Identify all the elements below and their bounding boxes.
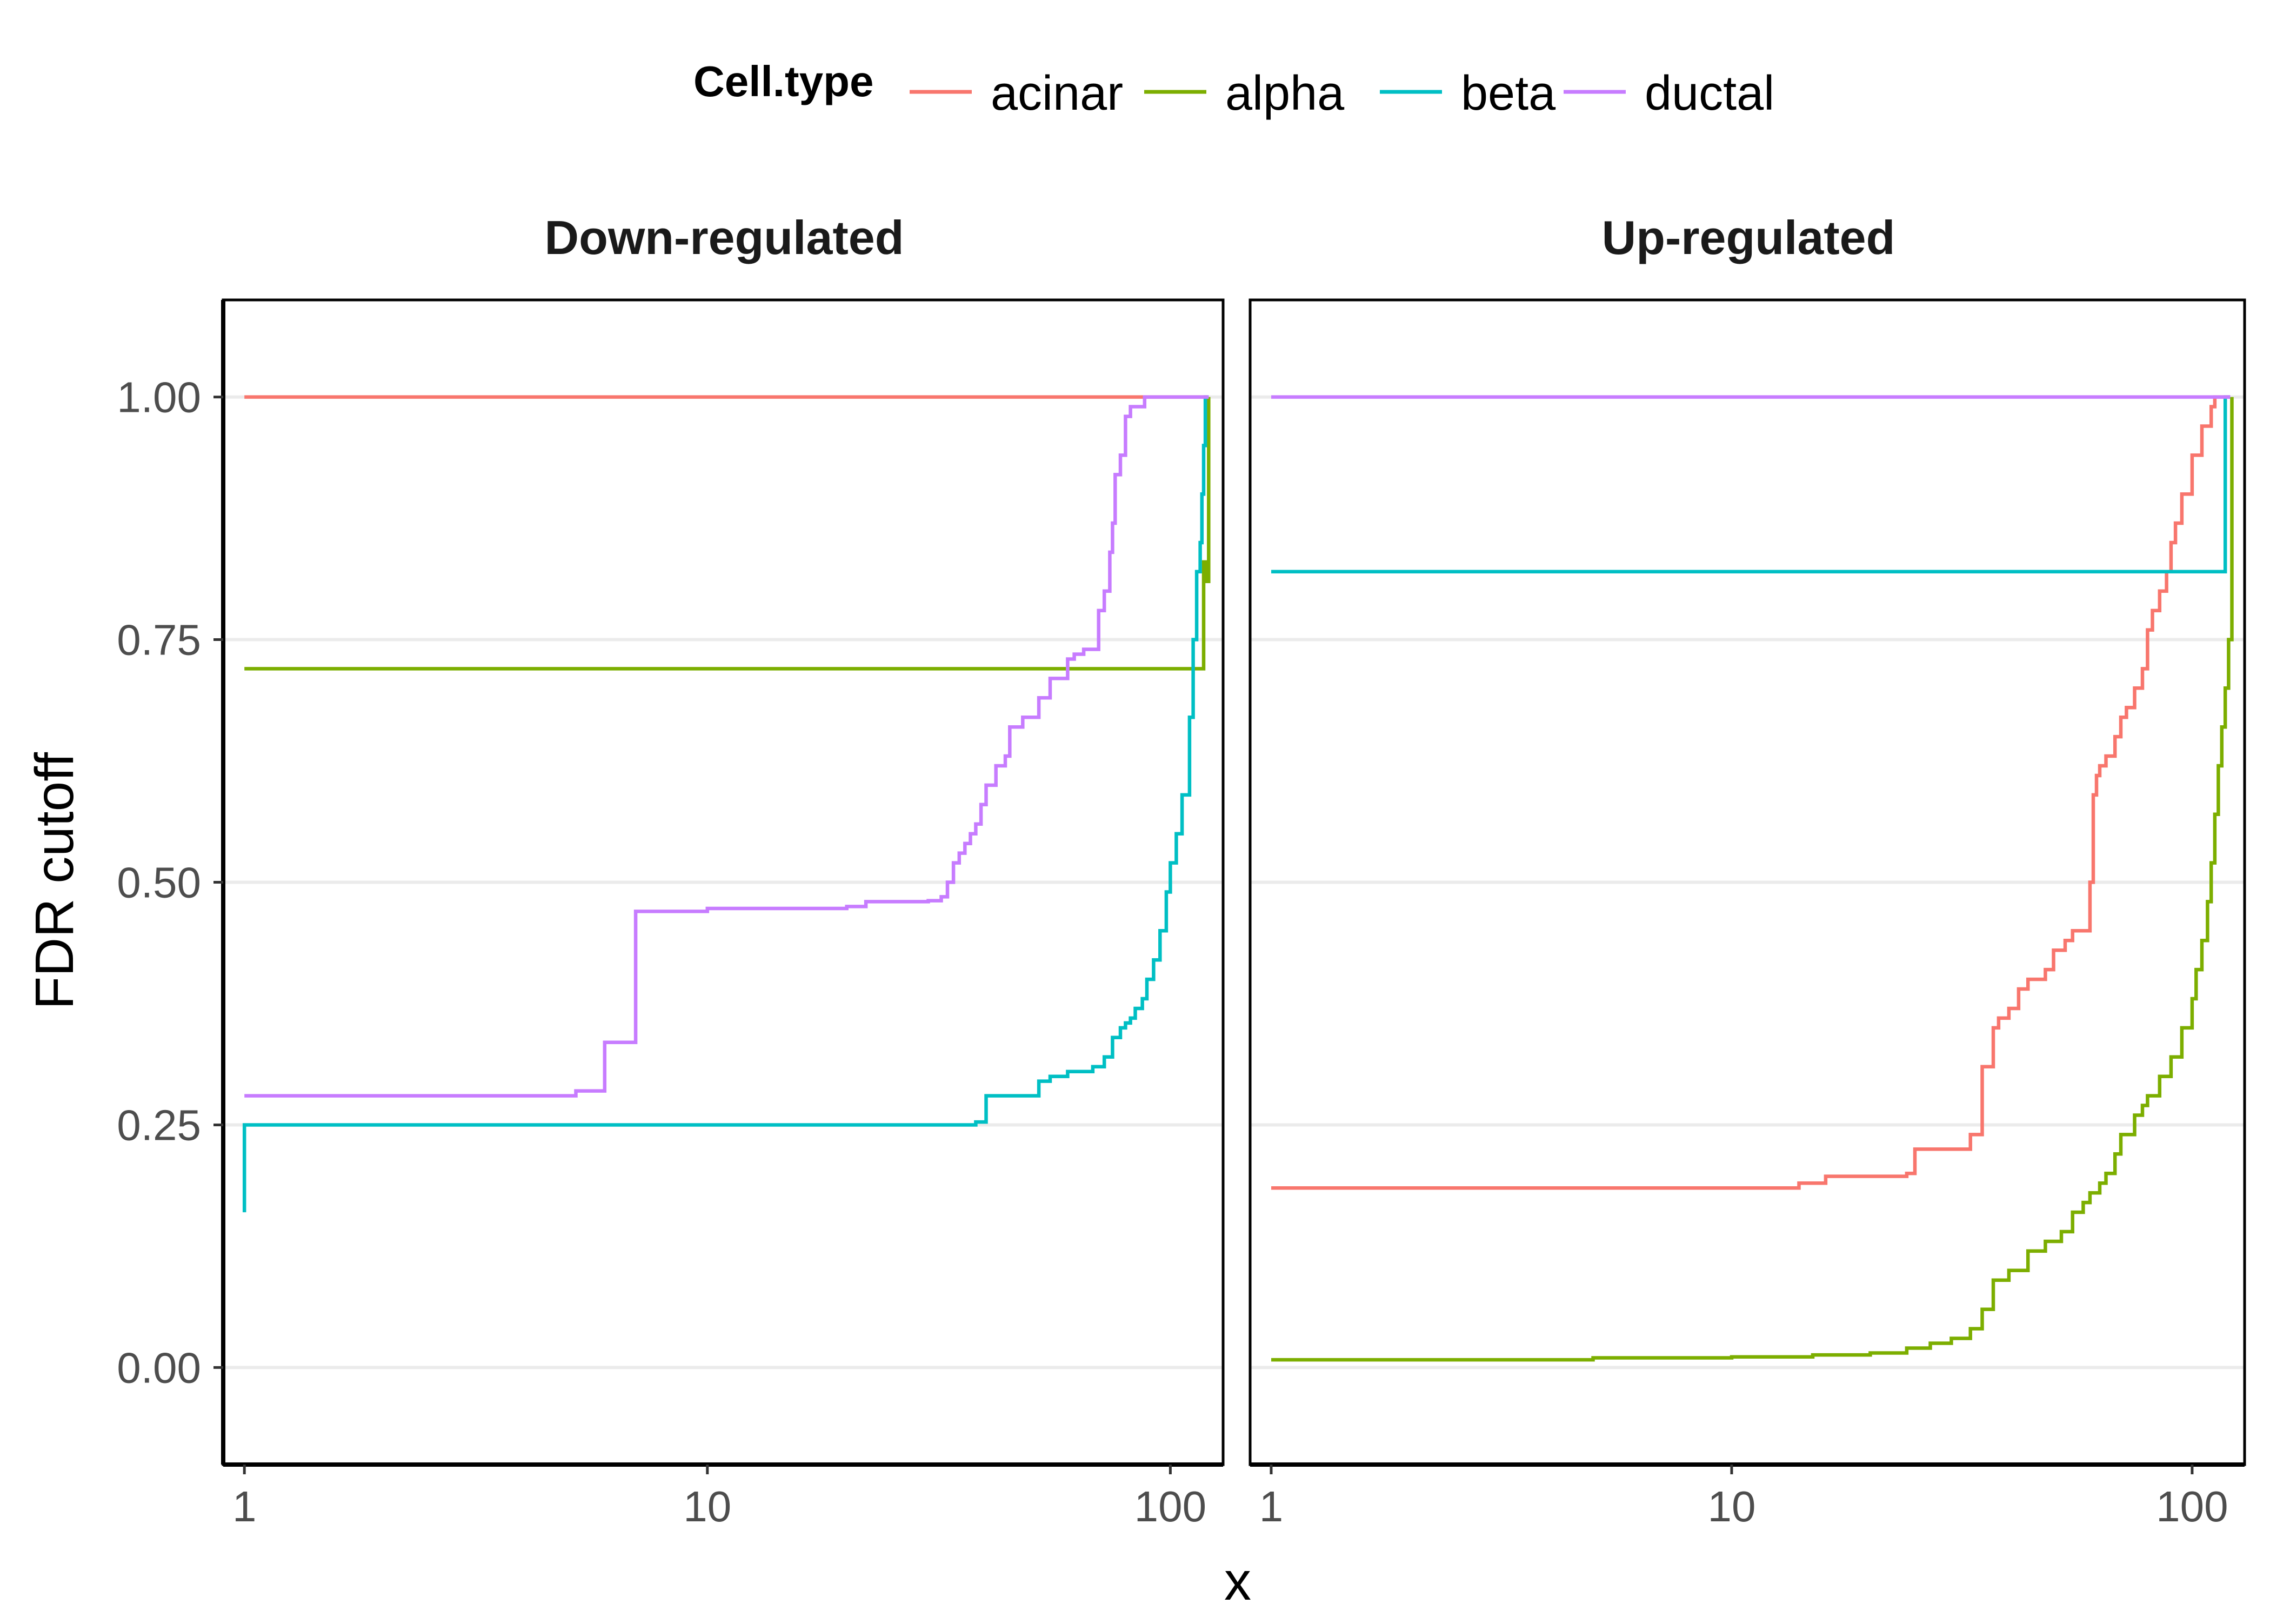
legend-items: acinar alpha beta ductal [910, 66, 1774, 121]
x-tick-label: 100 [1134, 1482, 1206, 1531]
series-line-acinar [1271, 395, 2231, 1190]
y-tick-label: 0.00 [117, 1344, 201, 1392]
legend-label-alpha: alpha [1225, 66, 1345, 121]
y-tick-label: 0.75 [117, 616, 201, 664]
x-tick-label: 10 [683, 1482, 731, 1531]
facet-title-down-regulated: Down-regulated [545, 211, 904, 264]
x-tick-label: 1 [232, 1482, 257, 1531]
y-axis: 0.00 0.25 0.50 0.75 1.00 [117, 300, 225, 1465]
series-line-beta [242, 395, 1209, 1213]
x-axis: 1 10 100 1 10 100 [223, 1462, 2245, 1531]
x-tick-label: 1 [1259, 1482, 1284, 1531]
x-axis-title: x [1224, 1551, 1251, 1612]
x-tick-label: 10 [1707, 1482, 1755, 1531]
facet-title-up-regulated: Up-regulated [1602, 211, 1895, 264]
legend-label-ductal: ductal [1645, 66, 1774, 121]
legend-title: Cell.type [693, 57, 873, 105]
y-axis-title: FDR cutoff [24, 752, 85, 1010]
legend-label-acinar: acinar [991, 66, 1123, 121]
y-tick-label: 1.00 [117, 373, 201, 422]
legend-label-beta: beta [1461, 66, 1556, 121]
panel-up-regulated [1248, 298, 2246, 1466]
panel-down-regulated [222, 298, 1225, 1466]
y-tick-label: 0.50 [117, 859, 201, 907]
y-tick-label: 0.25 [117, 1101, 201, 1149]
series-line-alpha [1271, 397, 2234, 1362]
series-line-ductal [244, 395, 1209, 1098]
series-line-alpha [244, 397, 1211, 671]
legend: Cell.type acinar alpha beta ductal [693, 57, 1774, 121]
x-tick-label: 100 [2156, 1482, 2228, 1531]
